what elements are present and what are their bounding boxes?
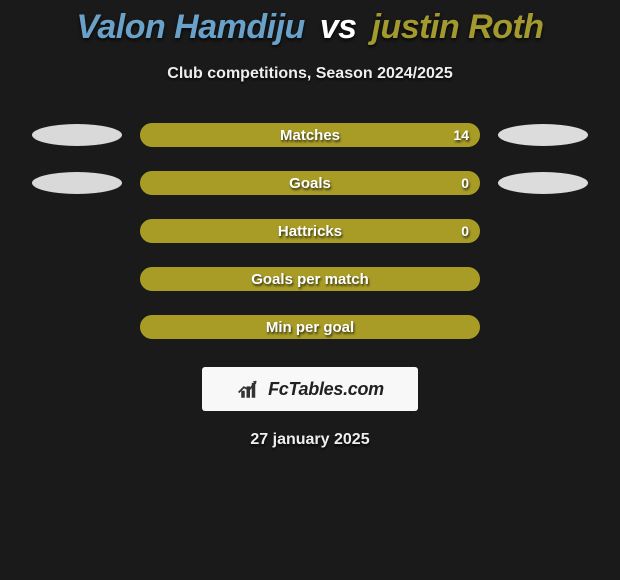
right-pill (498, 172, 588, 194)
stat-row: Hattricks 0 (0, 219, 620, 243)
stat-label: Goals per match (251, 271, 369, 288)
stat-label: Min per goal (266, 319, 354, 336)
left-pill (32, 124, 122, 146)
stats-container: Matches 14 Goals 0 Hattricks 0 Goals per match… (0, 123, 620, 339)
stat-row: Goals per match (0, 267, 620, 291)
left-pill (32, 172, 122, 194)
stat-value: 0 (461, 223, 469, 239)
stat-bar: Min per goal (140, 315, 480, 339)
stat-bar: Goals 0 (140, 171, 480, 195)
stat-value: 0 (461, 175, 469, 191)
logo-text: FcTables.com (268, 379, 384, 400)
stat-bar: Matches 14 (140, 123, 480, 147)
stat-row: Matches 14 (0, 123, 620, 147)
source-logo: FcTables.com (202, 367, 418, 411)
player1-name: Valon Hamdiju (76, 8, 304, 46)
vs-text: vs (320, 8, 357, 46)
stat-bar: Goals per match (140, 267, 480, 291)
stat-bar: Hattricks 0 (140, 219, 480, 243)
date-label: 27 january 2025 (0, 431, 620, 449)
subtitle: Club competitions, Season 2024/2025 (0, 65, 620, 83)
player2-name: justin Roth (372, 8, 544, 46)
comparison-title: Valon Hamdiju vs justin Roth (0, 0, 620, 47)
right-pill (498, 124, 588, 146)
stat-label: Goals (289, 175, 331, 192)
stat-value: 14 (453, 127, 469, 143)
stat-label: Matches (280, 127, 340, 144)
chart-icon (236, 378, 264, 400)
stat-row: Min per goal (0, 315, 620, 339)
stat-label: Hattricks (278, 223, 342, 240)
stat-row: Goals 0 (0, 171, 620, 195)
